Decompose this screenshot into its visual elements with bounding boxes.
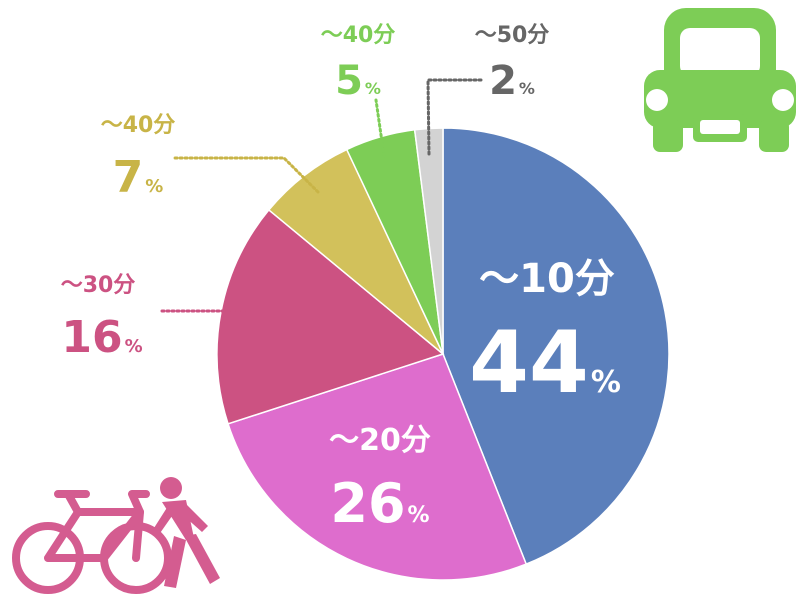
leader-line-4 xyxy=(172,156,320,194)
leader-line-6 xyxy=(426,78,484,156)
slice-category-label-6: ～50分 xyxy=(475,23,550,48)
slice-value-label-3: 16% xyxy=(61,312,142,363)
slice-category-label-4: ～40分 xyxy=(101,113,176,138)
pie-slice-1 xyxy=(442,127,670,566)
slice-category-label-3: ～30分 xyxy=(61,273,136,298)
bicycle-icon xyxy=(12,490,172,594)
slice-category-label-1: ～10分 xyxy=(479,256,615,302)
walking-person-icon xyxy=(154,477,220,588)
slice-value-label-6: 2% xyxy=(489,58,535,104)
slice-category-label-5: ～40分 xyxy=(321,23,396,48)
leader-line-5 xyxy=(374,98,386,158)
slice-category-label-2: ～20分 xyxy=(329,423,431,458)
pie-slices xyxy=(216,127,670,581)
car-icon xyxy=(644,8,796,152)
slice-value-label-5: 5% xyxy=(335,58,381,104)
slice-value-label-4: 7% xyxy=(113,152,164,203)
pie-slice-2 xyxy=(227,353,528,581)
leader-lines xyxy=(158,78,484,313)
